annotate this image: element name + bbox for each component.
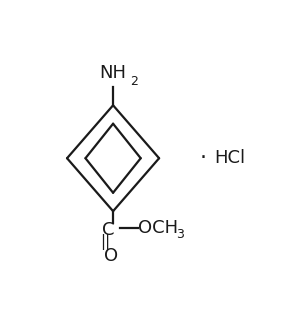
Text: ·: · bbox=[199, 148, 206, 168]
Text: NH: NH bbox=[99, 64, 127, 82]
Text: O: O bbox=[104, 247, 118, 265]
Text: 3: 3 bbox=[176, 228, 184, 241]
Text: 2: 2 bbox=[130, 75, 138, 88]
Text: HCl: HCl bbox=[214, 149, 246, 167]
Text: OCH: OCH bbox=[138, 219, 178, 237]
Text: ||: || bbox=[100, 234, 111, 250]
Text: C: C bbox=[102, 221, 114, 239]
